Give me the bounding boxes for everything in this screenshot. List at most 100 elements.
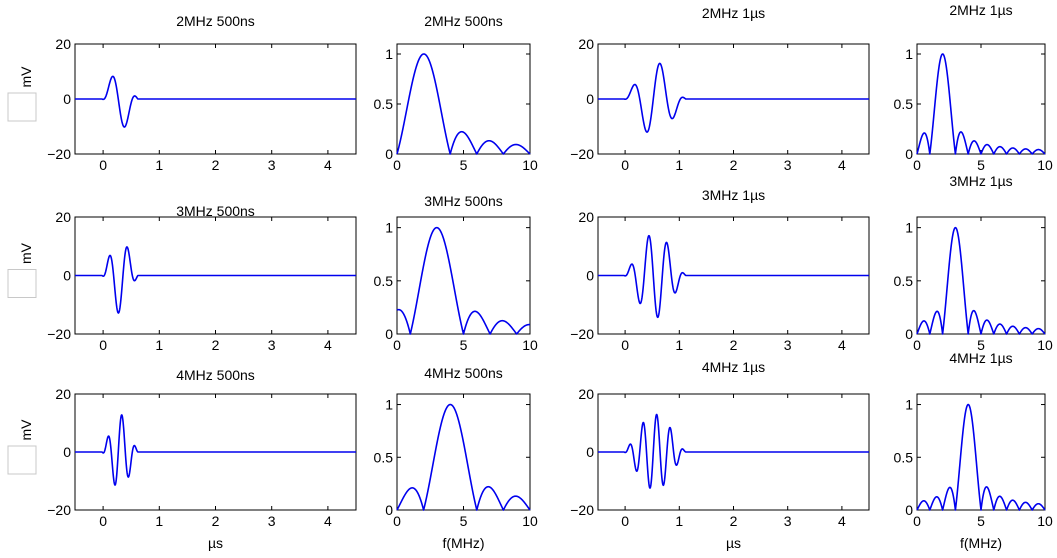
subplot: 0 1 2 3 4 20 0 −20 4MHz 500ns mV µs	[7, 367, 357, 551]
y-tick-label: 0	[905, 146, 913, 162]
x-tick-label: 4	[324, 337, 332, 353]
signal-trace	[597, 413, 870, 489]
x-tick-label: 1	[155, 513, 163, 529]
x-tick-label: 0	[913, 337, 921, 353]
y-tick-label: 1	[905, 46, 913, 62]
y-tick-label: 0	[905, 502, 913, 518]
y-tick-label: 20	[578, 209, 594, 225]
y-tick-label: 0	[586, 444, 594, 460]
x-axis-label: f(MHz)	[960, 535, 1002, 551]
subplot: 0 5 10 1 0.5 0 2MHz 500ns	[374, 13, 538, 173]
x-tick-label: 10	[1037, 157, 1053, 173]
signal-trace	[396, 226, 531, 335]
signal-trace	[597, 62, 870, 133]
signal-trace	[916, 226, 1046, 335]
x-tick-label: 0	[393, 157, 401, 173]
y-tick-label: 20	[578, 36, 594, 52]
x-tick-label: 3	[784, 513, 792, 529]
x-tick-label: 5	[460, 337, 468, 353]
y-tick-label: 20	[55, 386, 71, 402]
x-tick-label: 2	[212, 513, 220, 529]
plot-area	[396, 216, 531, 335]
subplot-title: 4MHz 1µs	[949, 350, 1012, 366]
plot-area	[916, 43, 1046, 155]
subplot: 0 1 2 3 4 20 0 −20 2MHz 1µs	[570, 5, 870, 173]
subplot-title: 2MHz 500ns	[176, 13, 255, 29]
subplot: 0 5 10 1 0.5 0 4MHz 500ns f(MHz)	[374, 365, 538, 551]
signal-trace	[74, 246, 357, 314]
x-tick-label: 4	[324, 513, 332, 529]
y-tick-label: 0.5	[894, 449, 914, 465]
subplot-title: 4MHz 500ns	[424, 365, 503, 381]
subplot: 0 1 2 3 4 20 0 −20 3MHz 1µs	[570, 187, 870, 353]
x-tick-label: 5	[460, 513, 468, 529]
subplot-title: 2MHz 1µs	[949, 2, 1012, 18]
x-tick-label: 10	[1037, 513, 1053, 529]
y-tick-label: 0	[385, 502, 393, 518]
x-tick-label: 3	[268, 157, 276, 173]
x-tick-label: 5	[977, 157, 985, 173]
subplot-title: 3MHz 500ns	[176, 203, 255, 219]
y-tick-label: 0	[385, 146, 393, 162]
y-tick-label: 0	[385, 326, 393, 342]
y-tick-label: 0.5	[374, 273, 394, 289]
y-tick-label: −20	[47, 326, 71, 342]
y-tick-label: 20	[578, 386, 594, 402]
x-axis-label: f(MHz)	[443, 535, 485, 551]
signal-trace	[396, 53, 531, 155]
x-tick-label: 1	[675, 157, 683, 173]
x-tick-label: 4	[838, 157, 846, 173]
x-tick-label: 5	[977, 337, 985, 353]
y-tick-label: 1	[905, 397, 913, 413]
x-tick-label: 4	[838, 337, 846, 353]
y-axis-label: mV	[18, 66, 34, 88]
x-axis-label: µs	[726, 535, 741, 551]
y-axis-label: mV	[18, 419, 34, 441]
y-tick-label: 0.5	[894, 96, 914, 112]
y-tick-label: 1	[905, 220, 913, 236]
x-tick-label: 4	[838, 513, 846, 529]
y-tick-label: 0	[63, 268, 71, 284]
y-tick-label: 1	[385, 220, 393, 236]
subplot: 0 1 2 3 4 20 0 −20 4MHz 1µs µs	[570, 359, 870, 551]
plot-area	[396, 393, 531, 511]
signal-trace	[74, 414, 357, 486]
plot-area	[916, 216, 1046, 335]
legend-placeholder-box	[7, 92, 37, 122]
signal-trace	[597, 234, 870, 319]
x-tick-label: 2	[212, 157, 220, 173]
subplot-title: 4MHz 500ns	[176, 367, 255, 383]
y-tick-label: 0	[63, 444, 71, 460]
x-tick-label: 1	[155, 157, 163, 173]
plot-area	[396, 43, 531, 155]
legend-placeholder-box	[7, 269, 37, 298]
subplot-title: 2MHz 1µs	[702, 5, 765, 21]
y-tick-label: 0.5	[374, 96, 394, 112]
subplot: 0 5 10 1 0.5 0 2MHz 1µs	[894, 2, 1053, 173]
y-tick-label: 0	[63, 91, 71, 107]
x-axis-label: µs	[208, 535, 223, 551]
x-tick-label: 0	[621, 157, 629, 173]
x-tick-label: 2	[730, 157, 738, 173]
y-tick-label: −20	[570, 146, 594, 162]
x-tick-label: 3	[784, 337, 792, 353]
subplot: 0 1 2 3 4 20 0 −20 3MHz 500ns mV	[7, 203, 357, 353]
y-tick-label: 1	[385, 397, 393, 413]
subplot-title: 2MHz 500ns	[424, 13, 503, 29]
x-tick-label: 0	[621, 337, 629, 353]
y-tick-label: 0	[905, 326, 913, 342]
x-tick-label: 10	[522, 337, 538, 353]
x-tick-label: 10	[522, 157, 538, 173]
subplot: 0 5 10 1 0.5 0 3MHz 1µs	[894, 173, 1053, 353]
y-tick-label: 1	[385, 46, 393, 62]
signal-trace	[916, 53, 1046, 155]
x-tick-label: 2	[730, 513, 738, 529]
y-axis-label: mV	[18, 242, 34, 264]
subplot-title: 3MHz 500ns	[424, 193, 503, 209]
x-tick-label: 10	[522, 513, 538, 529]
subplot-title: 3MHz 1µs	[702, 187, 765, 203]
x-tick-label: 2	[212, 337, 220, 353]
x-tick-label: 1	[155, 337, 163, 353]
y-tick-label: 0	[586, 91, 594, 107]
